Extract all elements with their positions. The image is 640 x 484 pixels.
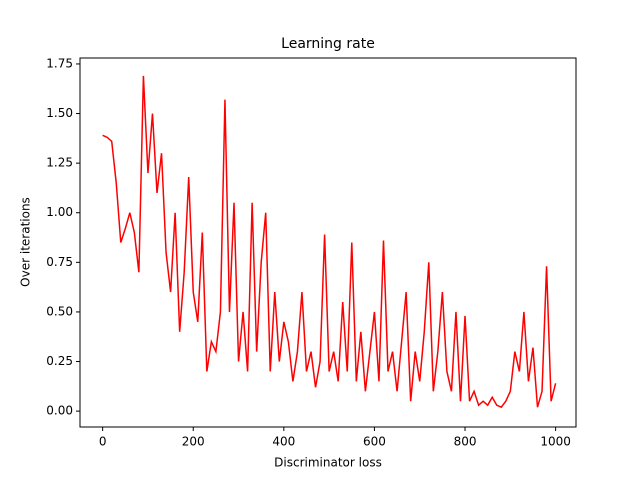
y-tick-label: 0.75	[46, 255, 73, 269]
x-axis-label: Discriminator loss	[274, 456, 382, 470]
x-tick-label: 0	[99, 435, 107, 449]
y-tick-label: 1.75	[46, 56, 73, 70]
y-axis-label: Over iterations	[19, 197, 33, 287]
y-tick-label: 0.25	[46, 354, 73, 368]
y-tick-label: 1.50	[46, 106, 73, 120]
x-tick-label: 600	[363, 435, 386, 449]
line	[102, 75, 557, 409]
chart-title: Learning rate	[281, 36, 375, 52]
x-tick-label: 400	[272, 435, 295, 449]
y-tick-label: 1.25	[46, 156, 73, 170]
x-tick-label: 200	[182, 435, 205, 449]
y-tick-label: 0.00	[46, 404, 73, 418]
x-tick-label: 800	[454, 435, 477, 449]
y-tick-label: 0.50	[46, 304, 73, 318]
y-tick-label: 1.00	[46, 205, 73, 219]
x-tick-label: 1000	[540, 435, 571, 449]
plot-frame	[79, 57, 577, 428]
